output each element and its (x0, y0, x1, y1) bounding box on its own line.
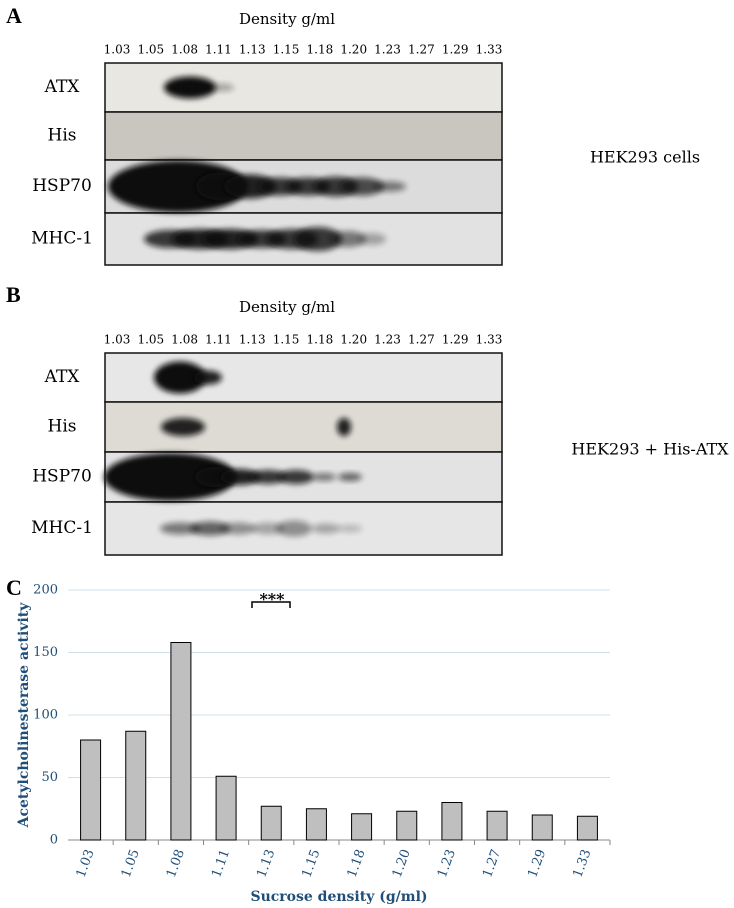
y-tick-label: 0 (50, 833, 58, 848)
density-label: 1.29 (442, 333, 469, 347)
band (250, 470, 286, 484)
density-label: 1.33 (476, 43, 503, 57)
x-tick-label: 1.20 (390, 847, 414, 879)
x-tick-label: 1.13 (254, 847, 278, 879)
density-label: 1.05 (137, 43, 164, 57)
density-label: 1.08 (171, 43, 198, 57)
density-label: 1.20 (340, 333, 367, 347)
y-axis-title: Acetylcholinesterase activity (16, 602, 32, 829)
density-title: Density g/ml (239, 10, 335, 28)
bar (260, 805, 282, 841)
band (330, 231, 366, 247)
bar (576, 815, 598, 841)
density-label: 1.13 (239, 43, 266, 57)
y-tick-label: 50 (41, 770, 58, 785)
density-label: 1.15 (273, 43, 300, 57)
x-tick-label: 1.29 (525, 847, 549, 879)
condition-label: HEK293 + His-ATX (571, 440, 729, 459)
blot-label: HSP70 (32, 176, 92, 196)
x-axis-title: Sucrose density (g/ml) (250, 889, 427, 905)
density-label: 1.13 (239, 333, 266, 347)
band (337, 418, 351, 436)
band (252, 522, 284, 535)
bar (486, 810, 508, 841)
blot-label: MHC-1 (31, 518, 93, 538)
significance-label: *** (259, 590, 285, 609)
band (220, 469, 260, 485)
density-label: 1.05 (137, 333, 164, 347)
x-tick-label: 1.23 (435, 847, 459, 879)
bar (396, 810, 418, 841)
density-label: 1.23 (374, 333, 401, 347)
band (210, 83, 234, 92)
condition-label: HEK293 cells (590, 148, 700, 167)
x-tick-label: 1.11 (209, 847, 233, 879)
density-label: 1.18 (307, 43, 334, 57)
y-tick-label: 100 (33, 708, 58, 723)
density-label: 1.03 (104, 43, 131, 57)
x-tick-label: 1.33 (570, 847, 594, 879)
blot (104, 111, 503, 161)
blot-label: HSP70 (32, 467, 92, 487)
blot-label: ATX (44, 367, 81, 387)
x-tick-label: 1.18 (345, 847, 369, 879)
band (278, 470, 314, 484)
band (194, 370, 222, 385)
density-title: Density g/ml (239, 298, 335, 316)
band (312, 523, 340, 534)
band (220, 522, 256, 535)
band (224, 174, 276, 199)
density-label: 1.27 (408, 43, 435, 57)
band (104, 453, 236, 501)
bar (441, 802, 463, 841)
density-label: 1.27 (408, 333, 435, 347)
blot-label: MHC-1 (31, 229, 93, 249)
panel-label: C (6, 575, 22, 600)
x-tick-label: 1.05 (119, 847, 143, 879)
x-tick-label: 1.27 (480, 847, 504, 879)
bar (125, 730, 147, 841)
band (161, 418, 205, 436)
band (190, 521, 230, 536)
band (294, 227, 342, 251)
band (276, 520, 312, 537)
band (340, 177, 384, 196)
bar (170, 642, 192, 841)
band (312, 473, 336, 481)
density-label: 1.29 (442, 43, 469, 57)
band (164, 76, 216, 99)
density-label: 1.23 (374, 43, 401, 57)
significance-bracket (251, 601, 291, 608)
blot-label: His (48, 417, 77, 437)
x-tick-label: 1.15 (299, 847, 323, 879)
density-label: 1.11 (205, 333, 232, 347)
y-tick-label: 150 (33, 645, 58, 660)
band (160, 522, 200, 535)
density-label: 1.15 (273, 333, 300, 347)
density-label: 1.11 (205, 43, 232, 57)
x-tick-label: 1.03 (74, 847, 98, 879)
blot-label: ATX (44, 77, 81, 97)
band (338, 473, 362, 481)
band (338, 524, 362, 533)
density-label: 1.18 (307, 333, 334, 347)
density-label: 1.20 (340, 43, 367, 57)
bar (531, 814, 553, 841)
panel-label: A (6, 3, 22, 28)
bar (305, 808, 327, 841)
bar (351, 813, 373, 841)
y-tick-label: 200 (33, 583, 58, 598)
density-label: 1.33 (476, 333, 503, 347)
bar (215, 775, 237, 841)
band (154, 361, 206, 394)
blot-label: His (48, 126, 77, 146)
bar (80, 739, 102, 841)
panel-label: B (6, 282, 21, 307)
band (374, 181, 406, 192)
density-label: 1.08 (171, 333, 198, 347)
density-label: 1.03 (104, 333, 131, 347)
x-tick-label: 1.08 (164, 847, 188, 879)
band (358, 233, 386, 245)
